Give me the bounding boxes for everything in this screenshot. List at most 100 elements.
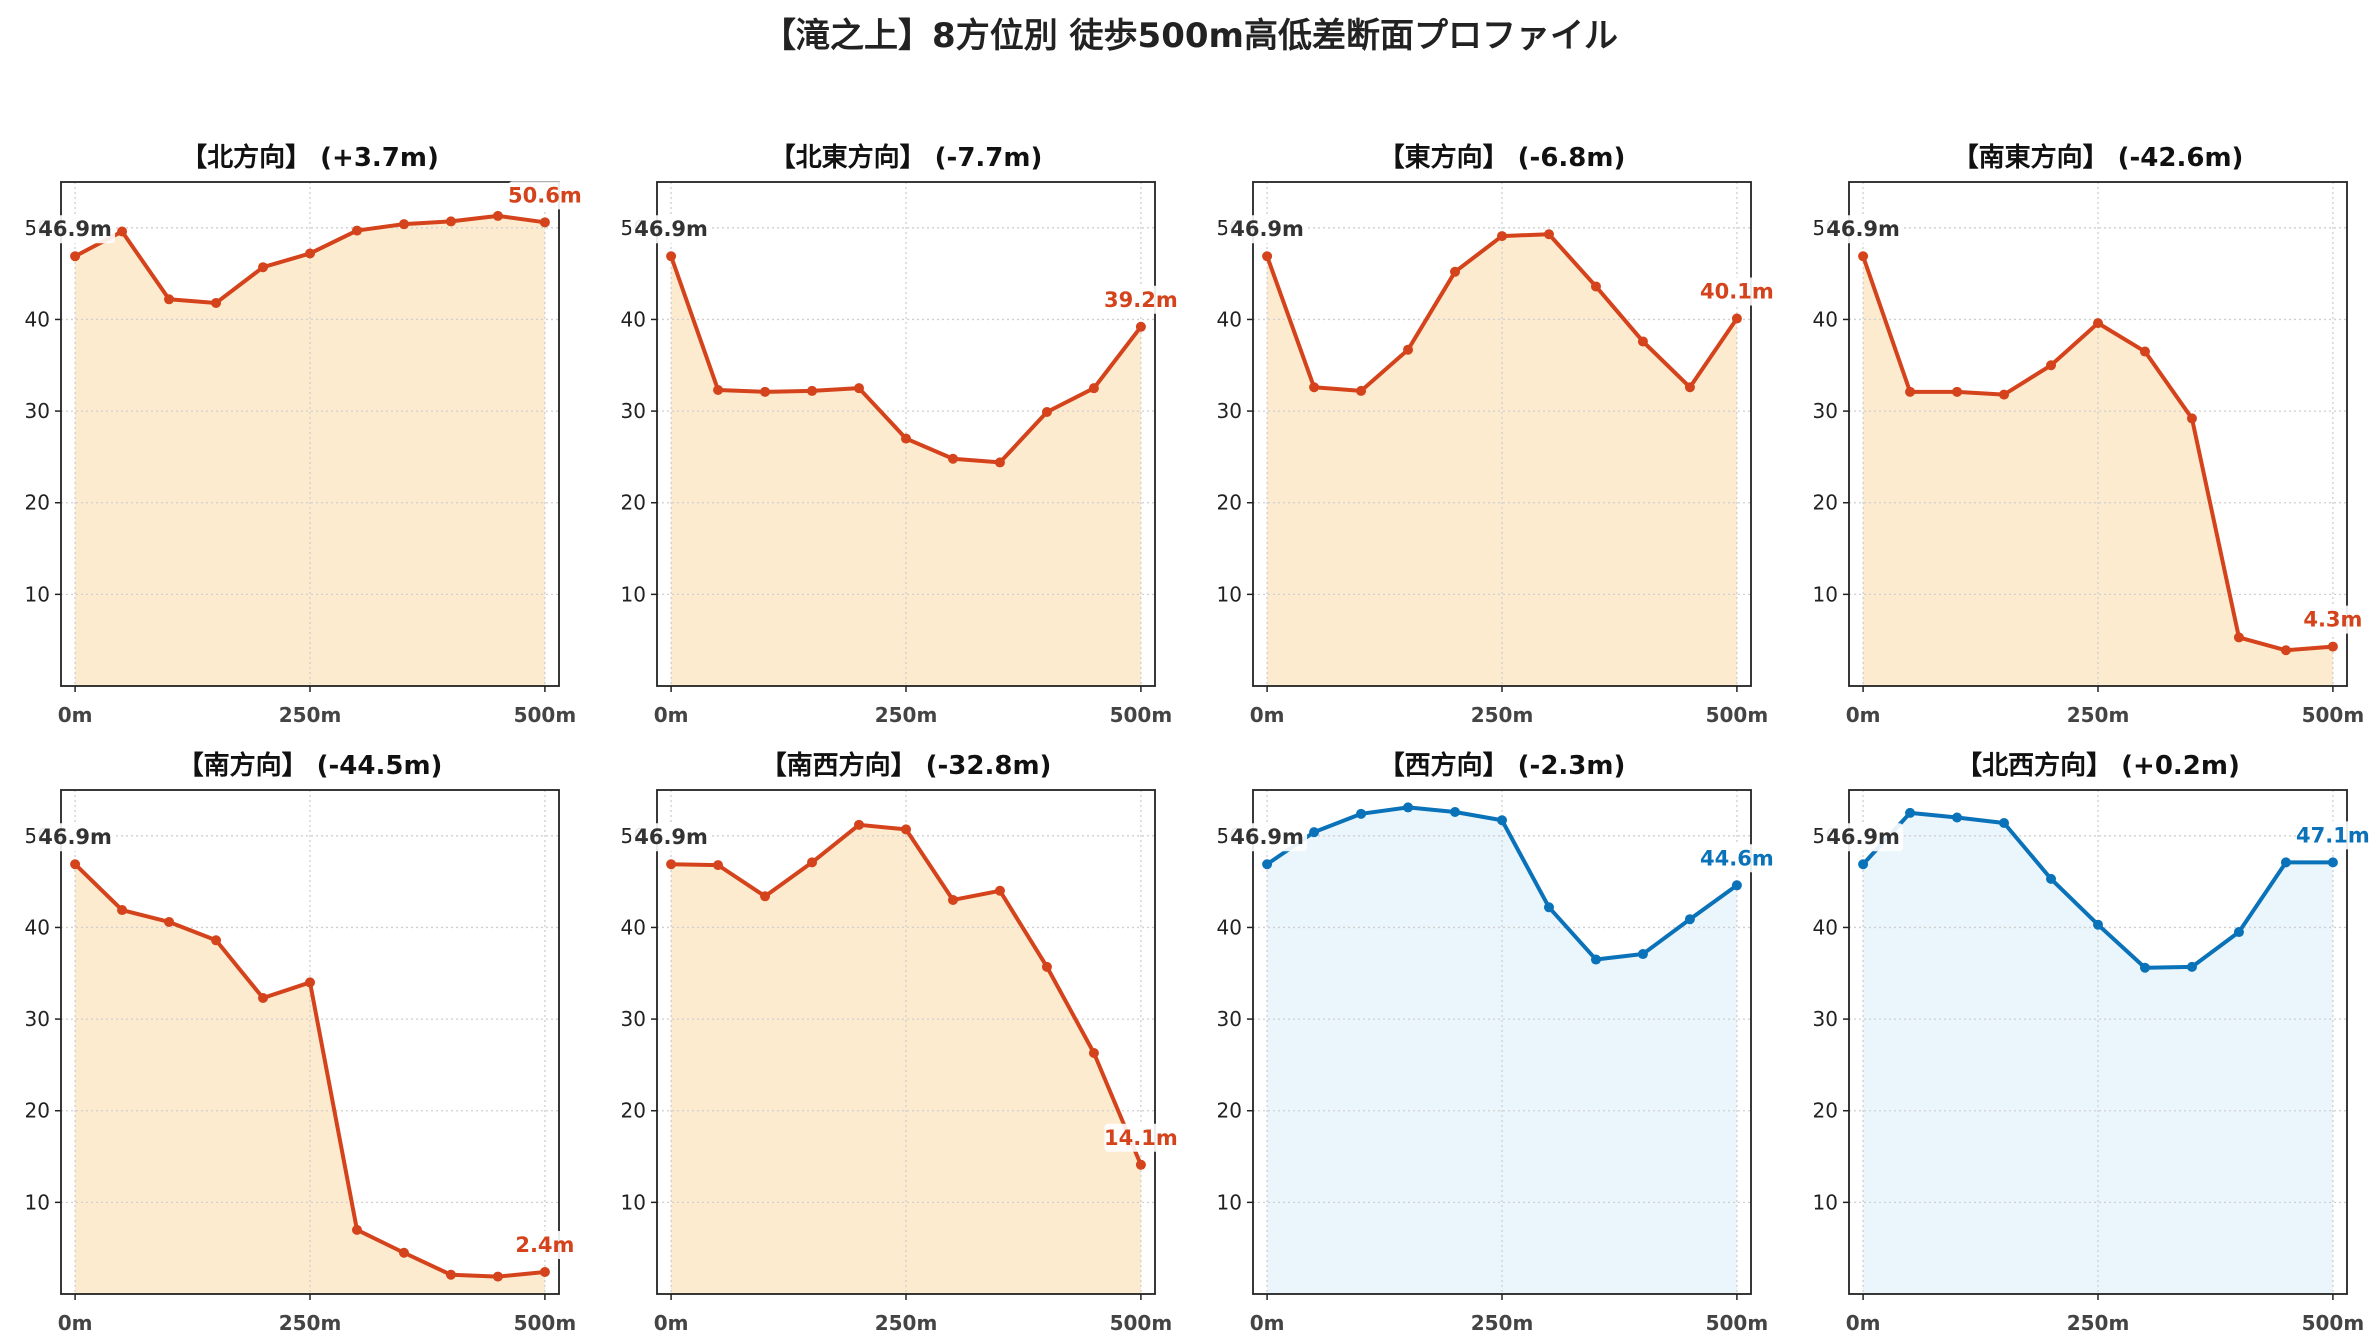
data-point [305,977,315,988]
data-point [492,210,503,221]
data-point [807,385,818,396]
data-point [1637,949,1648,960]
end-elevation-label: 14.1m [1104,1126,1178,1150]
data-point [1041,407,1052,418]
end-label-box [1700,844,1774,873]
subplot-title: 【東方向】 (-6.8m) [1379,142,1626,173]
data-point [211,935,222,946]
data-point [947,894,958,905]
data-point [1999,389,2010,400]
data-point [901,824,911,835]
data-point [1450,266,1461,277]
data-point [1497,231,1507,242]
end-elevation-label: 39.2m [1104,288,1178,312]
ytick-label: 30 [25,399,50,423]
ytick-label: 40 [1217,915,1242,939]
data-point [1905,386,1916,397]
subplot-0: 【北方向】 (+3.7m)10203040500m250m500m46.9m50… [25,142,582,727]
data-point [164,916,175,927]
end-elevation-label: 40.1m [1700,280,1774,304]
xtick-label: 500m [1706,1311,1769,1335]
area-fill [75,215,545,686]
ytick-label: 10 [1813,1190,1838,1214]
ytick-label: 20 [1813,491,1838,515]
data-point [2327,857,2338,868]
ytick-label: 20 [1217,1099,1242,1123]
data-point [947,453,958,464]
data-point [539,1267,550,1278]
subplot-title: 【北方向】 (+3.7m) [181,142,439,173]
xtick-label: 250m [1471,703,1534,727]
subplot-title: 【北西方向】 (+0.2m) [1956,750,2240,781]
data-point [1088,383,1099,394]
ytick-label: 10 [1217,582,1242,606]
subplot-6: 【西方向】 (-2.3m)10203040500m250m500m46.9m44… [1217,750,1774,1335]
data-point [398,219,409,230]
data-point [117,226,128,237]
area-fill [671,824,1141,1294]
ytick-label: 40 [1813,915,1838,939]
xtick-label: 250m [2067,703,2130,727]
data-point [1088,1047,1099,1058]
data-point [1450,806,1461,817]
data-point [1403,344,1414,355]
subplot-title: 【西方向】 (-2.3m) [1379,750,1626,781]
start-label-box [35,215,116,244]
ytick-label: 10 [621,1190,646,1214]
data-point [1590,281,1601,292]
figure-title: 【滝之上】8方位別 徒歩500m高低差断面プロファイル [762,16,1618,56]
ytick-label: 10 [1813,582,1838,606]
subplot-5: 【南西方向】 (-32.8m)10203040500m250m500m46.9m… [621,750,1178,1335]
data-point [1543,229,1554,240]
data-point [713,385,724,396]
data-point [1309,827,1320,838]
xtick-label: 0m [58,1311,93,1335]
data-point [117,905,128,916]
xtick-label: 500m [1110,703,1173,727]
ytick-label: 20 [621,491,646,515]
data-point [2139,346,2150,357]
data-point [1135,321,1146,332]
ytick-label: 20 [1813,1099,1838,1123]
data-point [2233,927,2244,938]
ytick-label: 20 [25,1099,50,1123]
subplot-title: 【南東方向】 (-42.6m) [1953,142,2244,173]
ytick-label: 40 [25,307,50,331]
data-point [1952,812,1963,823]
data-point [1637,336,1648,347]
data-point [1684,914,1695,925]
subplot-3: 【南東方向】 (-42.6m)10203040500m250m500m46.9m… [1813,142,2365,727]
data-point [398,1247,409,1258]
xtick-label: 500m [1706,703,1769,727]
data-point [70,859,81,870]
data-point [1905,807,1916,818]
data-point [2327,641,2338,652]
axes-frame [1252,181,1752,687]
start-label-box [631,823,712,852]
start-elevation-label: 46.9m [38,217,112,241]
data-point [2280,857,2291,868]
end-label-box [1104,1123,1178,1152]
end-elevation-label: 50.6m [508,183,582,207]
axes-frame [656,181,1156,687]
data-point [1135,1159,1146,1170]
start-label-box [1823,823,1904,852]
area-fill [1863,256,2333,686]
xtick-label: 500m [514,703,577,727]
data-point [1543,902,1554,913]
data-point [2186,961,2197,972]
end-label-box [2302,605,2363,634]
area-fill [1863,812,2333,1294]
subplot-title: 【北東方向】 (-7.7m) [770,142,1043,173]
data-point [492,1271,503,1282]
data-point [2280,645,2291,656]
end-elevation-label: 4.3m [2303,608,2362,632]
data-point [305,248,315,259]
data-point [1858,859,1869,870]
data-point [2093,318,2103,329]
data-point [351,225,362,236]
ytick-label: 30 [1217,1007,1242,1031]
start-elevation-label: 46.9m [1826,825,1900,849]
